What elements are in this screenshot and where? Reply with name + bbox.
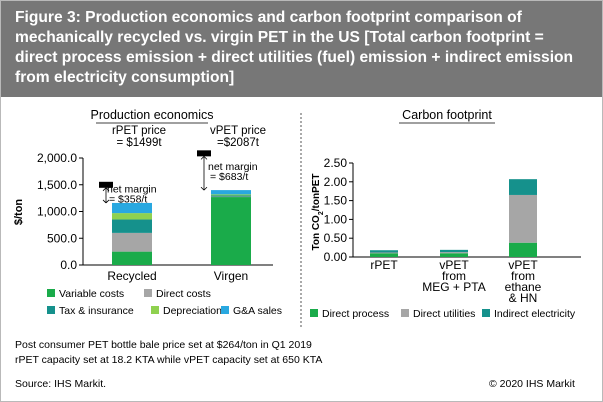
legend-label: Direct costs (156, 288, 211, 300)
legend-label: Tax & insurance (59, 305, 134, 317)
right-x-tick-label: rPET (370, 258, 398, 272)
legend-label: Depreciation (163, 305, 222, 317)
margin-value: = $358/t (109, 193, 147, 205)
right-y-tick-label: 0.00 (324, 250, 348, 264)
bar-segment-virgen (211, 196, 251, 198)
bar-segment-virgen (211, 190, 251, 195)
bar-segment-virgen (211, 195, 251, 197)
figure-title: Figure 3: Production economics and carbo… (1, 1, 602, 97)
bar-segment-recycled (112, 232, 152, 252)
right-x-tick-label: vPET (439, 258, 469, 272)
margin-arrow-head (200, 156, 205, 160)
bar-segment-vpet (509, 179, 537, 195)
legend-label: Direct utilities (413, 308, 475, 320)
bar-segment-rpet (370, 253, 398, 257)
copyright-note: © 2020 IHS Markit (489, 378, 575, 390)
left-chart-title: Production economics (91, 108, 214, 122)
price-value: = $1499t (116, 137, 162, 149)
bar-segment-vpet (440, 253, 468, 257)
bar-segment-vpet (509, 242, 537, 257)
right-x-tick-label: & HN (509, 291, 538, 305)
right-x-tick-label: MEG + PTA (422, 280, 485, 294)
left-x-tick-label: Recycled (107, 269, 156, 283)
right-y-tick-label: 2.50 (324, 156, 348, 170)
legend-swatch (151, 306, 159, 314)
legend-swatch (144, 289, 152, 297)
right-chart-title: Carbon footprint (402, 108, 492, 122)
bar-segment-rpet (370, 252, 398, 254)
footnote-bale-price: Post consumer PET bottle bale price set … (15, 339, 312, 351)
price-value: =$2087t (217, 137, 260, 149)
bar-segment-recycled (112, 219, 152, 233)
right-x-tick-label: vPET (508, 258, 538, 272)
legend-swatch (482, 309, 490, 317)
legend-swatch (401, 309, 409, 317)
bar-segment-recycled (112, 251, 152, 265)
legend-label: Indirect electricity (494, 308, 576, 320)
margin-arrow-head (102, 199, 107, 204)
bar-segment-recycled (112, 213, 152, 220)
bar-segment-vpet (509, 194, 537, 243)
price-label: vPET price (210, 125, 266, 137)
source-note: Source: IHS Markit. (15, 378, 107, 390)
bar-segment-vpet (440, 249, 468, 253)
margin-arrow-head (203, 186, 208, 191)
price-marker (99, 181, 113, 188)
right-y-tick-label: 2.00 (324, 175, 348, 189)
bar-segment-recycled (112, 202, 152, 214)
margin-arrow-head (105, 199, 110, 204)
right-y-tick-label: 1.00 (324, 212, 348, 226)
left-y-axis-label: $/ton (13, 199, 25, 226)
right-y-axis-label: Ton CO2/tonPET (311, 173, 325, 250)
margin-label: net margin (208, 161, 258, 173)
left-x-tick-label: Virgen (214, 269, 248, 283)
margin-arrow-head (200, 186, 205, 191)
legend-swatch (221, 306, 229, 314)
legend-label: G&A sales (233, 305, 282, 317)
footnote-capacity: rPET capacity set at 18.2 KTA while vPET… (15, 354, 323, 366)
legend-swatch (47, 289, 55, 297)
right-y-tick-label: 0.50 (324, 231, 348, 245)
left-y-tick-label: 500.0 (47, 231, 77, 245)
legend-swatch (47, 306, 55, 314)
left-y-tick-label: 1,500.0 (37, 178, 77, 192)
price-label: rPET price (112, 125, 166, 137)
left-y-tick-label: 2,000.0 (37, 151, 77, 165)
left-chart-plot: 0.0 500.0 1,000.0 1,500.0 2,000.0 Recycled rPE… (37, 125, 282, 317)
legend-swatch (310, 309, 318, 317)
legend-label: Direct process (322, 308, 389, 320)
right-y-tick-label: 1.50 (324, 194, 348, 208)
price-marker (197, 150, 211, 157)
bar-segment-vpet (440, 252, 468, 254)
charts-svg: Production economics $/ton 0.0 500.0 1,000… (13, 108, 581, 329)
margin-arrow-head (102, 187, 107, 192)
right-x-tick-label: from (511, 269, 535, 283)
margin-arrow-head (203, 156, 208, 160)
left-y-tick-label: 1,000.0 (37, 205, 77, 219)
bar-segment-rpet (370, 250, 398, 253)
margin-label: net margin (107, 183, 157, 195)
right-x-tick-label: ethane (505, 280, 542, 294)
margin-arrow-head (105, 187, 110, 192)
bar-segment-virgen (211, 194, 251, 196)
right-x-tick-label: from (442, 269, 466, 283)
legend-label: Variable costs (59, 288, 124, 300)
bar-segment-virgen (211, 197, 251, 265)
left-y-tick-label: 0.0 (60, 258, 77, 272)
margin-value: = $683/t (210, 171, 248, 183)
